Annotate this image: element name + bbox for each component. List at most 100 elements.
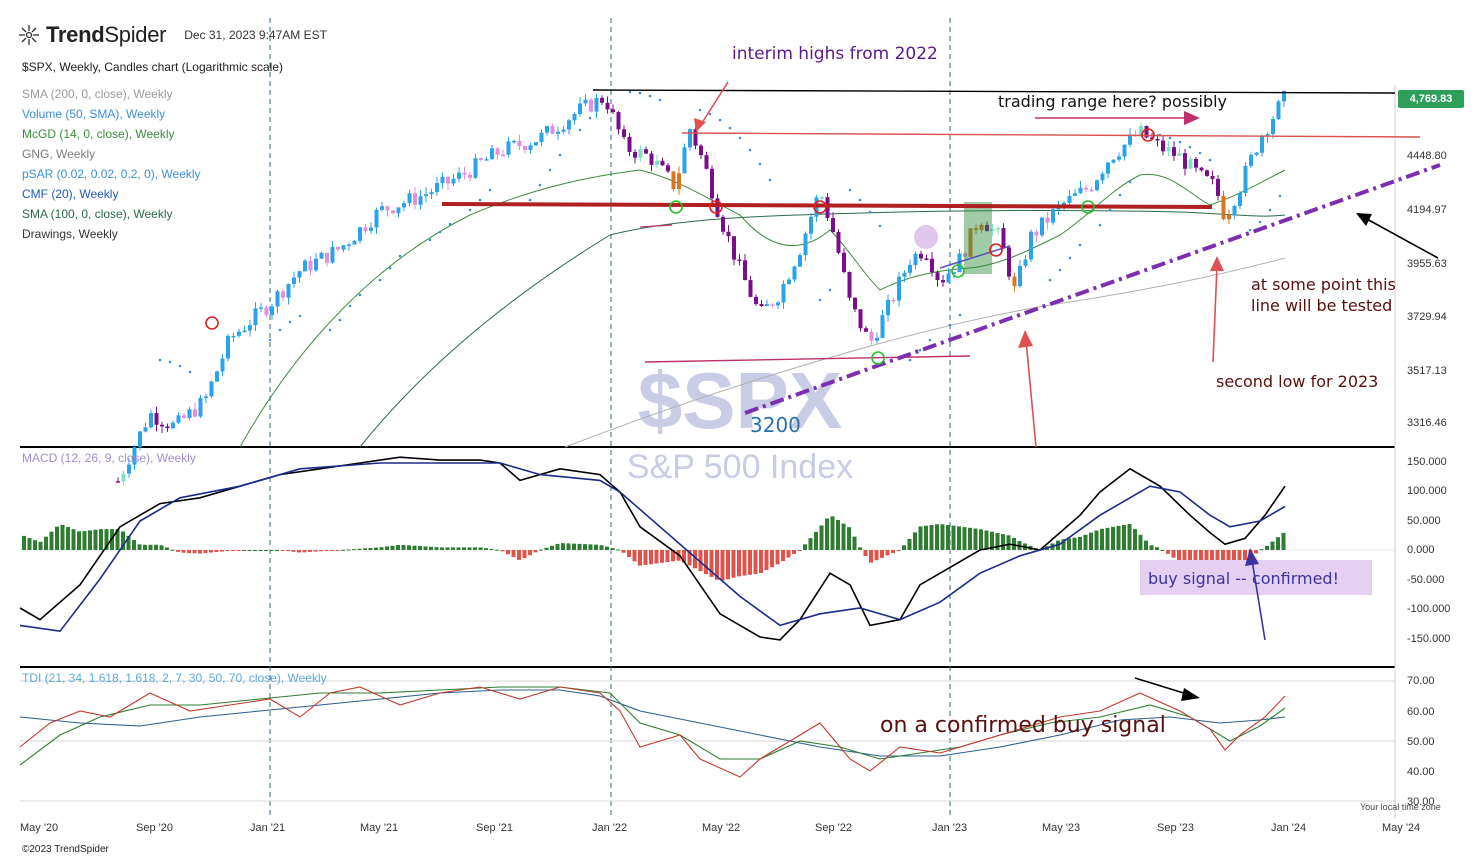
macd-histogram-bar [407, 545, 411, 550]
candle-body [446, 176, 450, 184]
candle-body [424, 194, 428, 197]
indicator-legend-item[interactable]: Volume (50, SMA), Weekly [22, 107, 166, 121]
candle-body [919, 253, 923, 259]
macd-histogram-bar [621, 550, 626, 553]
macd-axis-label: 50.000 [1407, 515, 1441, 527]
candle-body [589, 99, 593, 112]
candle-body [517, 140, 522, 147]
annotation-line-tested-2: line will be tested [1251, 296, 1392, 315]
indicator-legend-item[interactable]: SMA (200, 0, close), Weekly [22, 87, 173, 101]
indicator-legend-item[interactable]: pSAR (0.02, 0.02, 0.2, 0), Weekly [22, 167, 201, 181]
macd-histogram-bar [1111, 526, 1115, 550]
indicator-legend-item[interactable]: CMF (20), Weekly [22, 187, 119, 201]
macd-histogram-bar [291, 550, 296, 552]
macd-histogram-bar [929, 525, 934, 550]
macd-histogram-bar [445, 547, 450, 550]
candle-body [1166, 147, 1171, 152]
candle-body [693, 129, 698, 146]
macd-histogram-bar [313, 550, 318, 552]
macd-histogram-bar [1281, 532, 1286, 550]
macd-histogram-bar [797, 550, 802, 551]
candle-body [952, 272, 956, 274]
candle-body [743, 260, 747, 281]
price-axis-label: 3955.63 [1407, 258, 1447, 270]
candle-body [666, 165, 670, 172]
candle-body [1007, 247, 1011, 277]
macd-histogram-bar [1006, 535, 1011, 550]
candle-body [1260, 136, 1264, 153]
candle-body [1084, 187, 1088, 190]
candle-body [127, 464, 131, 474]
candle-body [253, 308, 258, 326]
macd-histogram-bar [181, 550, 186, 553]
macd-histogram-bar [346, 549, 351, 551]
candle-body [875, 337, 879, 341]
macd-histogram-bar [220, 550, 224, 552]
macd-histogram-bar [1254, 550, 1258, 554]
macd-histogram-bar [44, 536, 48, 550]
macd-histogram-bar [577, 543, 582, 550]
interim-high-line [681, 132, 1421, 138]
tdi-axis-label: 30.00 [1407, 796, 1435, 808]
candle-body [737, 259, 742, 262]
indicator-legend-item[interactable]: McGD (14, 0, close), Weekly [22, 127, 175, 141]
candle-body [682, 147, 687, 174]
indicator-legend-item[interactable]: Drawings, Weekly [22, 227, 118, 241]
candle-body [429, 192, 434, 195]
indicator-legend-item[interactable]: GNG, Weekly [22, 147, 96, 161]
candle-body [1111, 159, 1116, 163]
candle-body [347, 244, 351, 246]
candle-body [924, 258, 929, 260]
candle-body [336, 246, 340, 250]
macd-histogram-bar [990, 531, 994, 550]
candle-body [374, 209, 379, 228]
macd-histogram-bar [940, 524, 945, 550]
macd-histogram-bar [550, 545, 554, 550]
macd-histogram-bar [297, 550, 301, 553]
candle-body [853, 297, 857, 310]
macd-histogram-bar [687, 550, 692, 566]
macd-histogram-bar [698, 550, 703, 572]
buy-signal-arrow [1251, 559, 1266, 641]
candle-body [858, 309, 863, 329]
candle-body [754, 296, 758, 304]
candle-body [501, 154, 505, 157]
candle-body [605, 102, 610, 110]
macd-histogram-bar [539, 549, 543, 551]
candle-body [198, 397, 203, 417]
macd-histogram-bar [253, 550, 257, 551]
macd-histogram-bar [704, 550, 708, 575]
macd-histogram-bar [836, 519, 840, 550]
macd-histogram-bar [528, 550, 532, 556]
macd-histogram-bar [522, 550, 527, 559]
macd-histogram-bar [517, 550, 521, 560]
candle-body [468, 174, 472, 178]
macd-histogram-bar [1215, 550, 1220, 567]
macd-histogram-bar [412, 545, 417, 550]
macd-histogram-bar [148, 544, 153, 550]
macd-histogram-bar [418, 546, 422, 550]
candle-body [292, 277, 296, 284]
price-axis-label: 3517.13 [1407, 365, 1447, 377]
macd-histogram-bar [1199, 550, 1203, 565]
macd-histogram-bar [583, 544, 587, 550]
tdi-annotation-arrow [1134, 677, 1191, 696]
macd-histogram-bar [627, 550, 631, 558]
indicator-legend-item[interactable]: SMA (100, 0, close), Weekly [22, 207, 173, 221]
macd-histogram-bar [1166, 550, 1170, 554]
macd-histogram-bar [830, 516, 835, 550]
macd-histogram-bar [869, 550, 873, 563]
macd-histogram-bar [720, 550, 725, 581]
macd-histogram-bar [319, 550, 323, 552]
macd-histogram-bar [506, 550, 510, 555]
macd-histogram-bar [775, 550, 780, 565]
macd-histogram-bar [935, 524, 939, 550]
macd-histogram-bar [429, 546, 433, 550]
candle-body [913, 253, 918, 265]
candle-body [286, 283, 291, 298]
macd-histogram-bar [154, 544, 158, 550]
candle-body [435, 182, 439, 193]
candle-body [264, 307, 269, 316]
candle-body [880, 315, 885, 338]
macd-histogram-bar [1144, 540, 1148, 550]
